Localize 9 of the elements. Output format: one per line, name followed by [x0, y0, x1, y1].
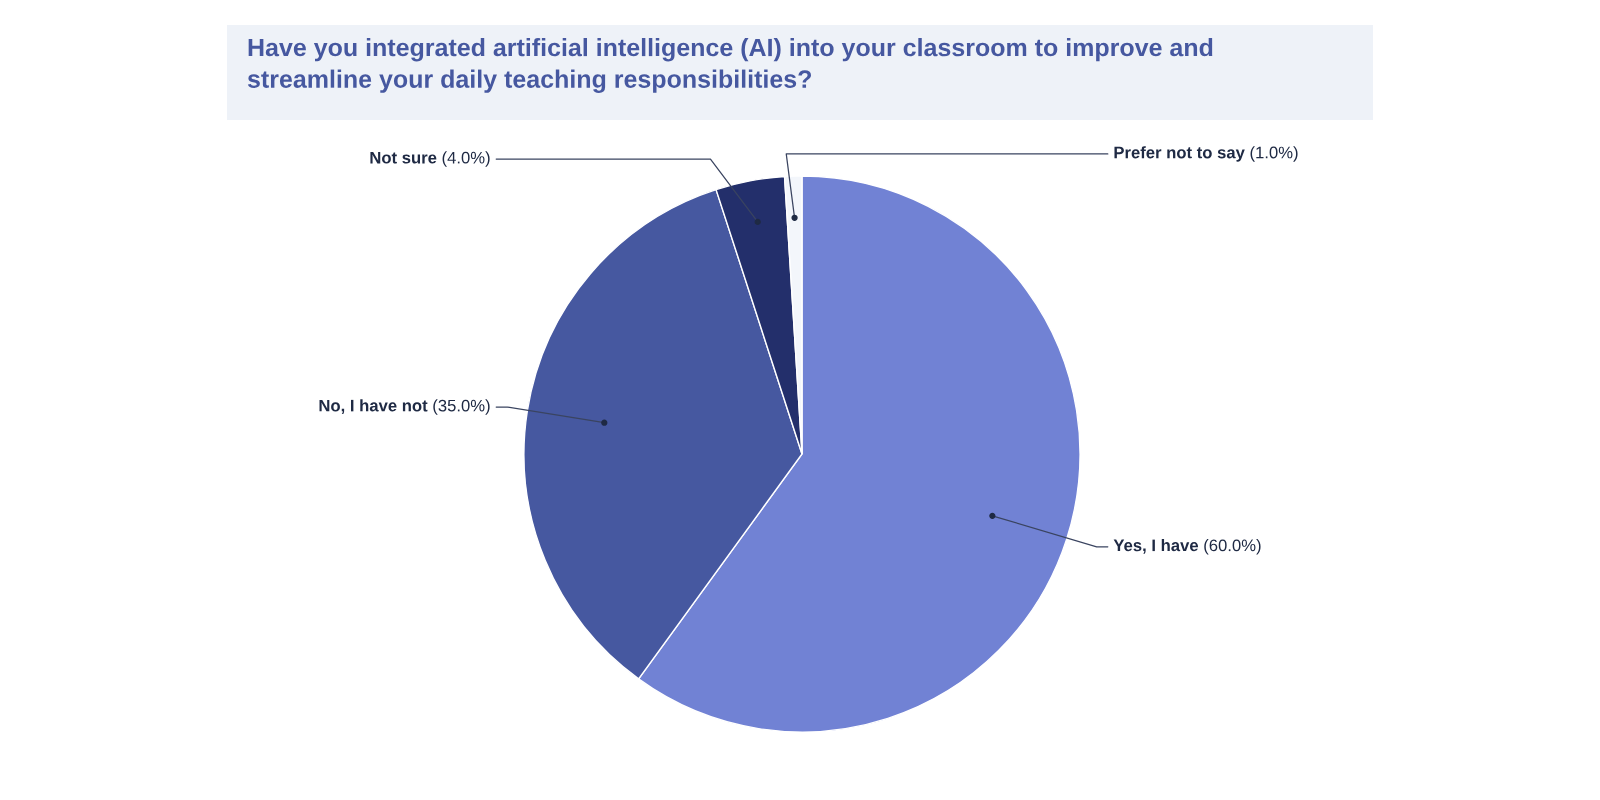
slice-label: Not sure: [370, 151, 437, 164]
data-label: (1.0%): [1250, 146, 1298, 162]
slice-label: Yes, I have: [1113, 539, 1199, 554]
slice-label: Prefer not to say: [1114, 146, 1245, 162]
chart-title: Have you integrated artificial intelligence (AI) into your classroom to improve and streamline your daily teaching responsibilities?: [247, 38, 1213, 93]
slice-label: No, I have not: [319, 399, 428, 414]
data-label: (4.0%): [442, 151, 490, 167]
data-label: (35.0%): [433, 399, 490, 415]
data-label: (60.0%): [1204, 539, 1261, 555]
